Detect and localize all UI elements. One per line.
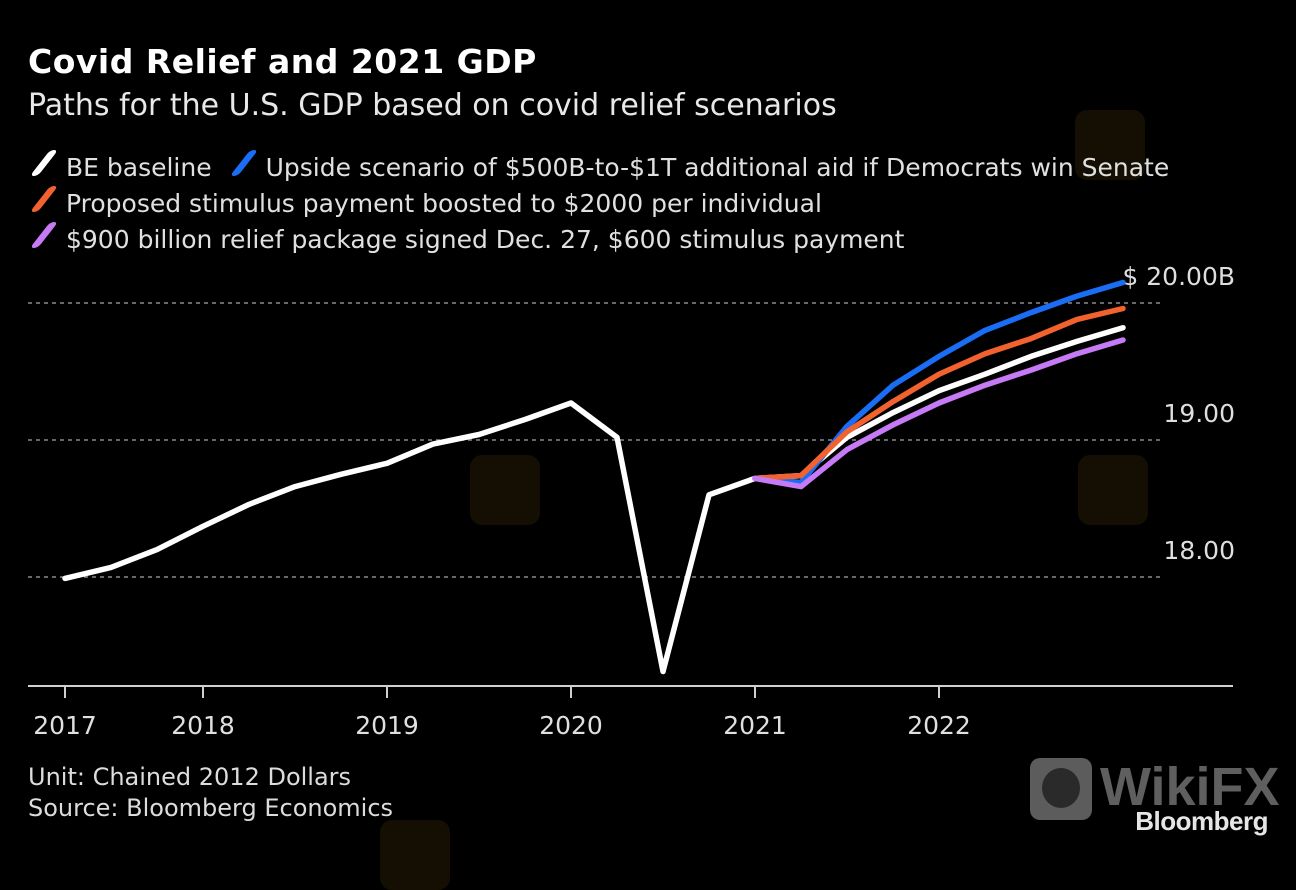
legend-row: Proposed stimulus payment boosted to $20… (29, 186, 1187, 222)
legend-item-baseline: BE baseline (29, 150, 212, 186)
legend: BE baseline Upside scenario of $500B-to-… (29, 150, 1187, 258)
gridlines (28, 302, 1160, 578)
legend-label-upside: Upside scenario of $500B-to-$1T addition… (265, 153, 1170, 182)
series-line-baseline (62, 324, 1126, 675)
wikifx-watermark-text: WikiFX (1100, 757, 1280, 817)
chart-title: Covid Relief and 2021 GDP (28, 42, 537, 81)
legend-row: $900 billion relief package signed Dec. … (29, 222, 1187, 258)
y-tick-label: 19.00 (1163, 399, 1235, 428)
x-tick-label: 2018 (171, 711, 235, 740)
unit-note: Unit: Chained 2012 Dollars (28, 763, 352, 791)
legend-row: BE baseline Upside scenario of $500B-to-… (29, 150, 1187, 186)
watermark-logo (1078, 455, 1148, 525)
source-note: Source: Bloomberg Economics (28, 794, 394, 822)
legend-label-baseline: BE baseline (66, 153, 212, 182)
x-axis: 2017 2018 2019 2020 2021 2022 (28, 685, 1233, 740)
legend-item-900b-package: $900 billion relief package signed Dec. … (29, 222, 905, 258)
legend-label-2000-payment: Proposed stimulus payment boosted to $20… (66, 189, 822, 218)
chart-subtitle: Paths for the U.S. GDP based on covid re… (28, 88, 837, 123)
x-tick-label: 2020 (539, 711, 603, 740)
wikifx-logo-icon (1030, 758, 1092, 820)
watermark-logo (470, 455, 540, 525)
x-tick-label: 2017 (33, 711, 97, 740)
legend-item-upside: Upside scenario of $500B-to-$1T addition… (229, 150, 1170, 186)
bloomberg-logo: Bloomberg (1135, 806, 1268, 836)
series-lines (62, 279, 1126, 675)
y-axis-labels: 18.00 19.00 $ 20.00B (1122, 262, 1235, 565)
x-tick-label: 2022 (907, 711, 971, 740)
x-tick-label: 2021 (723, 711, 787, 740)
watermark-logo (1075, 110, 1145, 180)
legend-label-900b-package: $900 billion relief package signed Dec. … (66, 225, 905, 254)
legend-item-2000-payment: Proposed stimulus payment boosted to $20… (29, 186, 822, 222)
series-line-2000-payment (752, 305, 1126, 482)
series-line-upside (752, 279, 1126, 486)
y-tick-label: $ 20.00B (1122, 262, 1235, 291)
x-tick-label: 2019 (355, 711, 419, 740)
y-tick-label: 18.00 (1163, 536, 1235, 565)
series-line-900b-package (752, 337, 1126, 490)
